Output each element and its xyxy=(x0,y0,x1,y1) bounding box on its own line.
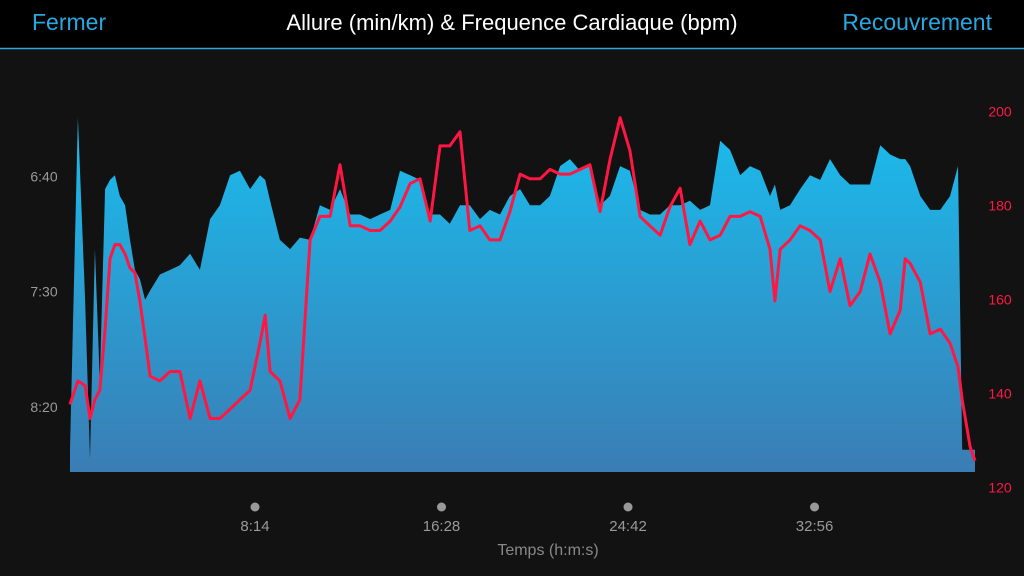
y2-tick-label: 140 xyxy=(988,386,1012,402)
x-tick-label: 24:42 xyxy=(609,518,647,535)
x-tick-dot xyxy=(250,502,260,512)
x-tick-label: 8:14 xyxy=(240,518,269,535)
x-tick-label: 32:56 xyxy=(796,518,834,535)
y2-tick-label: 160 xyxy=(988,292,1012,308)
y2-tick-label: 180 xyxy=(988,198,1012,214)
heart-rate-line xyxy=(68,116,977,462)
y-tick-label: 6:40 xyxy=(30,168,57,184)
pace-area xyxy=(70,117,975,472)
y2-tick-label: 200 xyxy=(988,104,1012,120)
x-tick-dot xyxy=(437,502,447,512)
x-tick-dot xyxy=(810,502,820,512)
x-tick-label: 16:28 xyxy=(423,518,461,535)
y-tick-label: 7:30 xyxy=(30,284,57,300)
x-axis-title: Temps (h:m:s) xyxy=(497,542,598,559)
x-tick-dot xyxy=(623,502,633,512)
y2-tick-label: 120 xyxy=(988,480,1012,496)
close-button[interactable]: Fermer xyxy=(32,9,106,35)
header-bar xyxy=(0,0,1024,48)
y-tick-label: 8:20 xyxy=(30,399,57,415)
recovery-button[interactable]: Recouvrement xyxy=(842,9,992,35)
chart-title: Allure (min/km) & Frequence Cardiaque (b… xyxy=(286,10,737,35)
